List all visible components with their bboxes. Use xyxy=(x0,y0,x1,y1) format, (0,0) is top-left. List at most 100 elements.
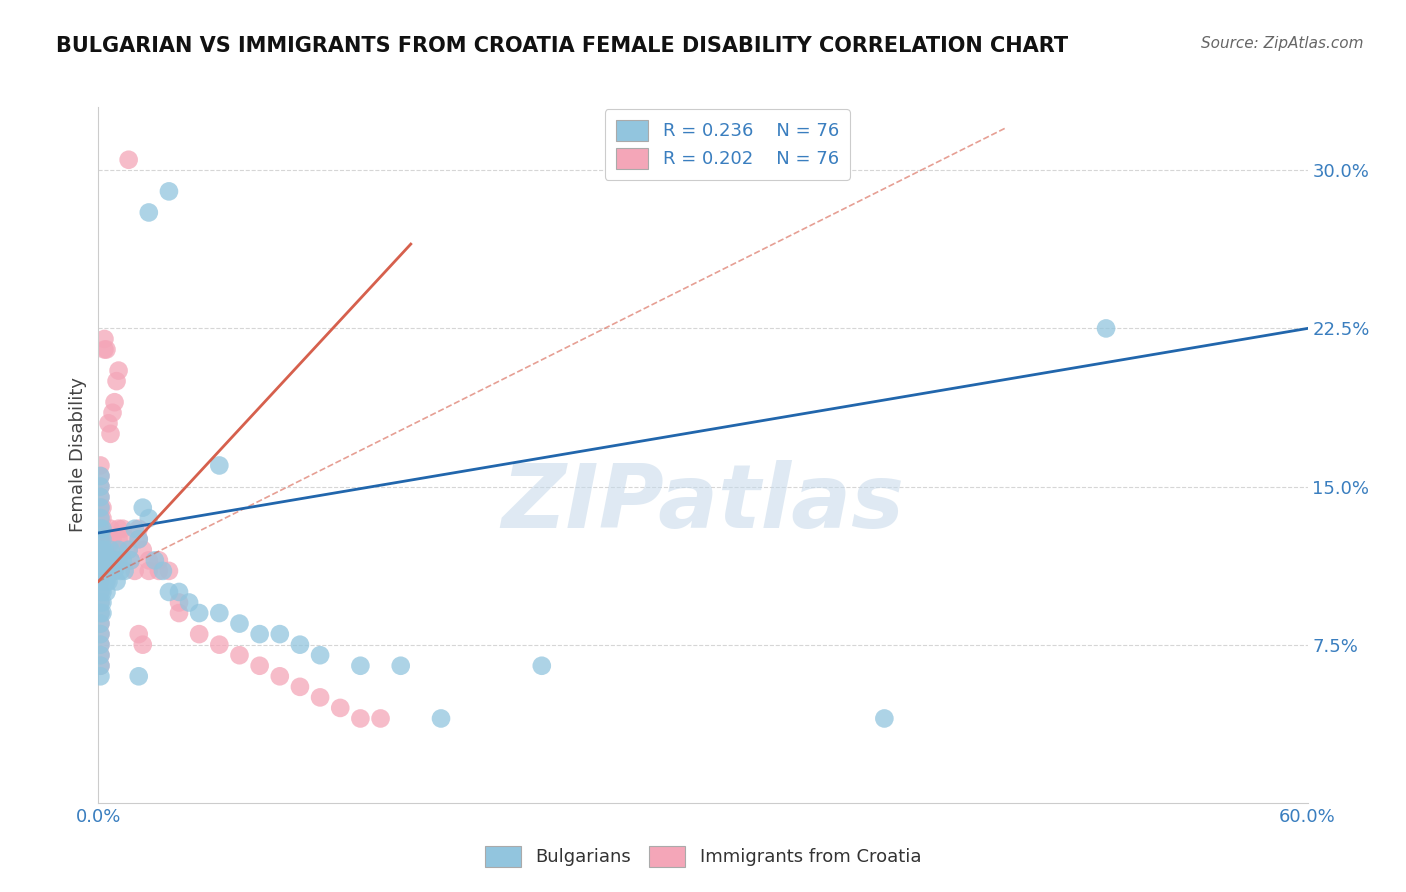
Point xyxy=(138,564,160,578)
Point xyxy=(93,542,115,557)
Point xyxy=(103,542,125,557)
Point xyxy=(89,658,111,673)
Point xyxy=(132,542,155,557)
Point xyxy=(152,564,174,578)
Point xyxy=(96,585,118,599)
Point xyxy=(128,533,150,547)
Point xyxy=(120,553,142,567)
Point xyxy=(91,542,114,557)
Point xyxy=(89,542,111,557)
Point xyxy=(100,426,122,441)
Point xyxy=(93,533,115,547)
Point xyxy=(249,658,271,673)
Point xyxy=(115,533,138,547)
Point xyxy=(89,638,111,652)
Point xyxy=(93,553,115,567)
Point xyxy=(128,627,150,641)
Point xyxy=(97,542,120,557)
Point xyxy=(107,553,129,567)
Point xyxy=(228,648,250,663)
Point xyxy=(91,585,114,599)
Point xyxy=(89,595,111,609)
Point xyxy=(208,458,231,473)
Point xyxy=(89,627,111,641)
Point xyxy=(132,638,155,652)
Point xyxy=(91,553,114,567)
Point xyxy=(89,648,111,663)
Point xyxy=(269,669,291,683)
Point xyxy=(91,522,114,536)
Point xyxy=(120,553,142,567)
Point xyxy=(89,479,111,493)
Point xyxy=(101,553,124,567)
Point xyxy=(1095,321,1118,335)
Point xyxy=(430,711,453,725)
Point xyxy=(89,648,111,663)
Point xyxy=(101,406,124,420)
Point xyxy=(91,564,114,578)
Point xyxy=(91,606,114,620)
Point xyxy=(91,564,114,578)
Point xyxy=(89,669,111,683)
Point xyxy=(107,542,129,557)
Point xyxy=(269,627,291,641)
Point xyxy=(167,595,190,609)
Point xyxy=(100,522,122,536)
Point xyxy=(97,574,120,589)
Point xyxy=(89,533,111,547)
Point xyxy=(138,511,160,525)
Point xyxy=(100,542,122,557)
Point xyxy=(118,153,141,167)
Point xyxy=(91,574,114,589)
Point xyxy=(89,627,111,641)
Point xyxy=(97,417,120,431)
Point xyxy=(91,500,114,515)
Point xyxy=(138,553,160,567)
Point xyxy=(89,616,111,631)
Point xyxy=(128,533,150,547)
Point xyxy=(91,542,114,557)
Point xyxy=(91,533,114,547)
Point xyxy=(309,648,332,663)
Point xyxy=(118,542,141,557)
Point xyxy=(93,332,115,346)
Point xyxy=(89,658,111,673)
Point xyxy=(97,533,120,547)
Point xyxy=(124,564,146,578)
Y-axis label: Female Disability: Female Disability xyxy=(69,377,87,533)
Point xyxy=(530,658,553,673)
Point xyxy=(97,564,120,578)
Point xyxy=(89,553,111,567)
Point xyxy=(89,553,111,567)
Point xyxy=(93,574,115,589)
Point xyxy=(89,606,111,620)
Point xyxy=(89,500,111,515)
Point xyxy=(103,564,125,578)
Point xyxy=(89,585,111,599)
Point xyxy=(89,469,111,483)
Point xyxy=(91,533,114,547)
Point xyxy=(208,638,231,652)
Point xyxy=(148,553,170,567)
Legend: Bulgarians, Immigrants from Croatia: Bulgarians, Immigrants from Croatia xyxy=(478,838,928,874)
Point xyxy=(138,205,160,219)
Point xyxy=(228,616,250,631)
Point xyxy=(89,511,111,525)
Point xyxy=(93,564,115,578)
Point xyxy=(107,522,129,536)
Point xyxy=(157,185,180,199)
Point xyxy=(873,711,896,725)
Point xyxy=(89,542,111,557)
Point xyxy=(157,585,180,599)
Point xyxy=(111,522,134,536)
Point xyxy=(96,574,118,589)
Point xyxy=(97,553,120,567)
Point xyxy=(309,690,332,705)
Point xyxy=(89,533,111,547)
Text: Source: ZipAtlas.com: Source: ZipAtlas.com xyxy=(1201,36,1364,51)
Point xyxy=(91,553,114,567)
Point xyxy=(93,542,115,557)
Point xyxy=(249,627,271,641)
Point xyxy=(89,522,111,536)
Point xyxy=(93,553,115,567)
